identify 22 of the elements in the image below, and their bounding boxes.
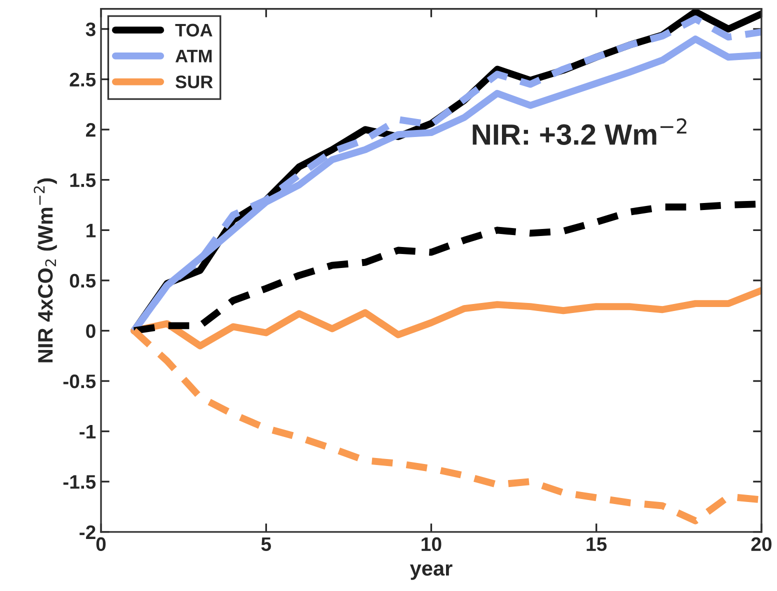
legend-label: TOA: [175, 24, 212, 37]
y-tick-label: -2: [80, 525, 96, 539]
annotation: NIR: +3.2 Wm$^{−2}$: [472, 118, 686, 145]
y-tick-label: 3: [86, 22, 96, 36]
x-tick-label: 0: [96, 537, 106, 552]
x-tick-label: 10: [422, 537, 442, 552]
y-tick-label: -0.5: [63, 374, 96, 388]
y-tick-label: 2.5: [70, 72, 96, 87]
y-axis-title: NIR 4xCO$_{2}$ (Wm$^{−2}$): [34, 178, 57, 362]
y-tick-label: 1: [86, 224, 96, 238]
x-tick-label: 5: [261, 537, 271, 552]
y-tick-label: 1.5: [70, 174, 96, 188]
legend-label: SUR: [176, 76, 213, 88]
y-tick-label: 0: [86, 324, 96, 338]
x-tick-label: 20: [751, 537, 772, 552]
x-axis-title: year: [410, 564, 452, 580]
y-tick-label: 2: [86, 123, 96, 137]
y-tick-label: 0.5: [70, 274, 96, 288]
legend-label: ATM: [175, 50, 212, 62]
x-tick-label: 15: [586, 537, 607, 552]
y-tick-label: -1.5: [63, 475, 96, 489]
y-tick-label: -1: [80, 424, 96, 438]
